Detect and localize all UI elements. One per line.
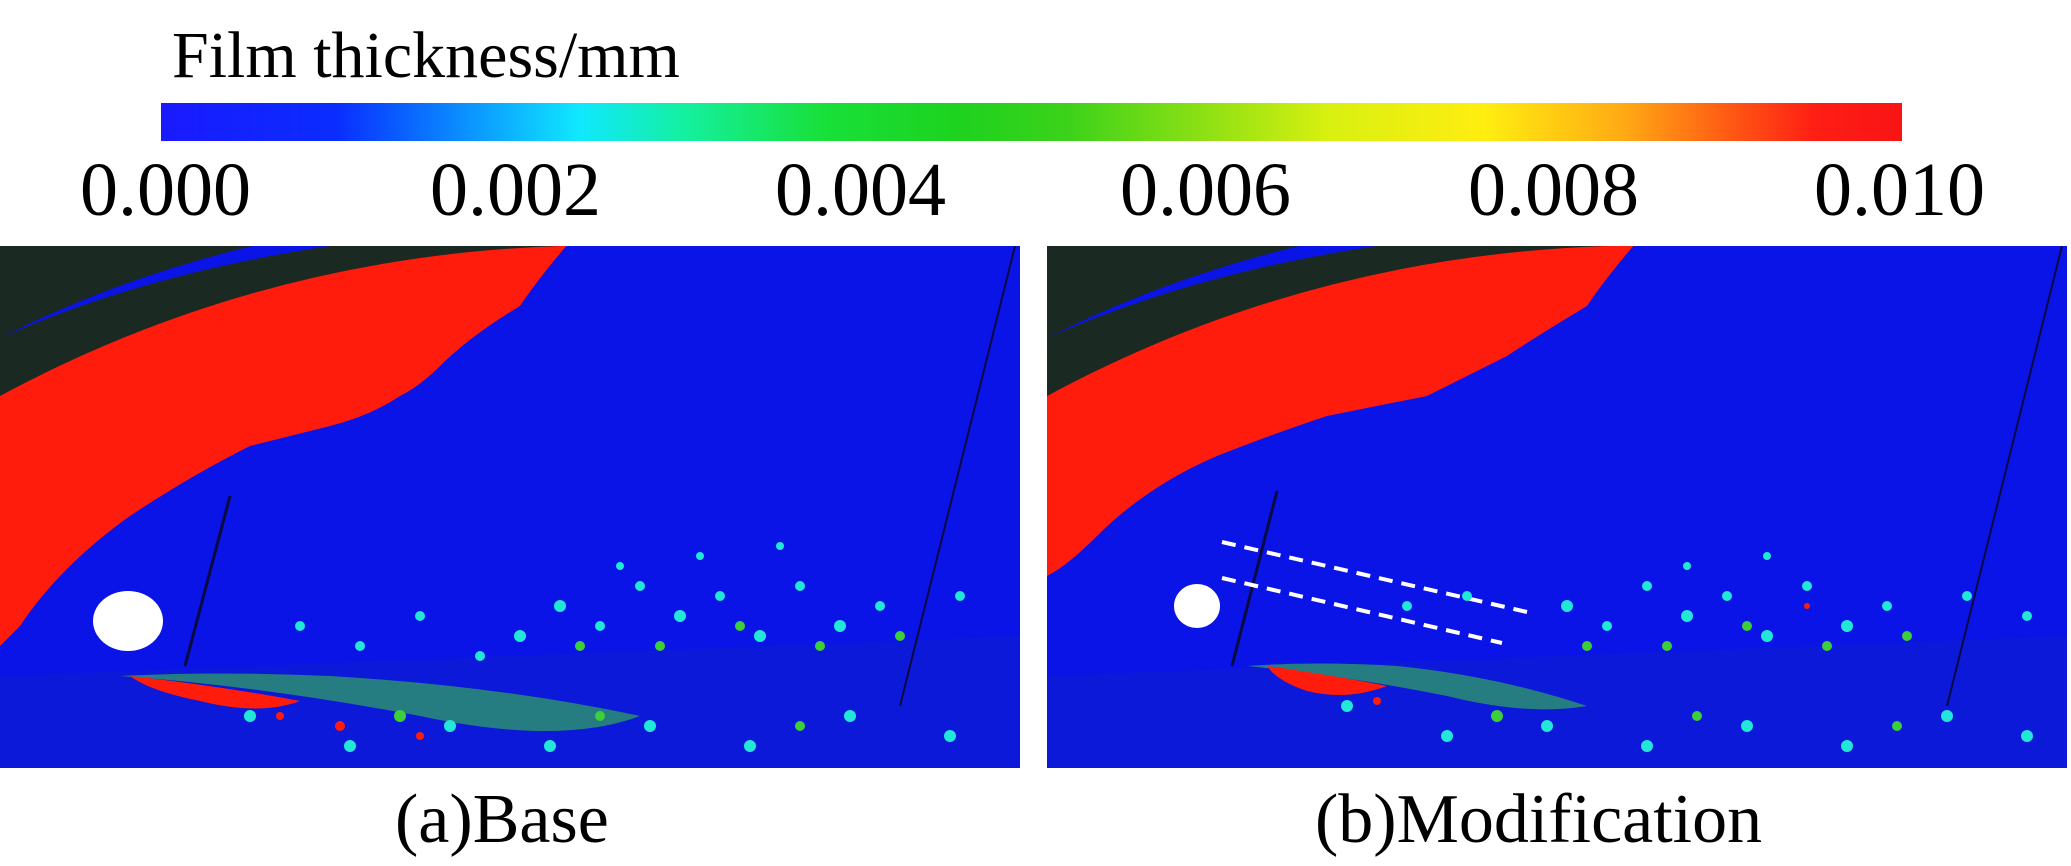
panel-modification-image bbox=[1047, 246, 2067, 768]
colorbar-tick: 0.002 bbox=[430, 148, 601, 232]
colorbar-tick: 0.008 bbox=[1468, 148, 1639, 232]
colorbar-title: Film thickness/mm bbox=[172, 19, 680, 92]
colorbar-tick: 0.006 bbox=[1120, 148, 1291, 232]
panel-base bbox=[0, 246, 1020, 768]
caption-base: (a)Base bbox=[395, 781, 609, 858]
hole-icon bbox=[1174, 584, 1220, 628]
panel-modification bbox=[1047, 246, 2067, 768]
colorbar bbox=[161, 103, 1902, 141]
hole-icon bbox=[93, 591, 163, 651]
panel-base-image bbox=[0, 246, 1020, 768]
caption-modification: (b)Modification bbox=[1315, 781, 1763, 858]
dashed-guide-line bbox=[1221, 540, 1528, 614]
colorbar-tick: 0.004 bbox=[775, 148, 946, 232]
dashed-guide-line bbox=[1221, 576, 1503, 645]
colorbar-tick: 0.010 bbox=[1814, 148, 1985, 232]
colorbar-tick: 0.000 bbox=[80, 148, 251, 232]
